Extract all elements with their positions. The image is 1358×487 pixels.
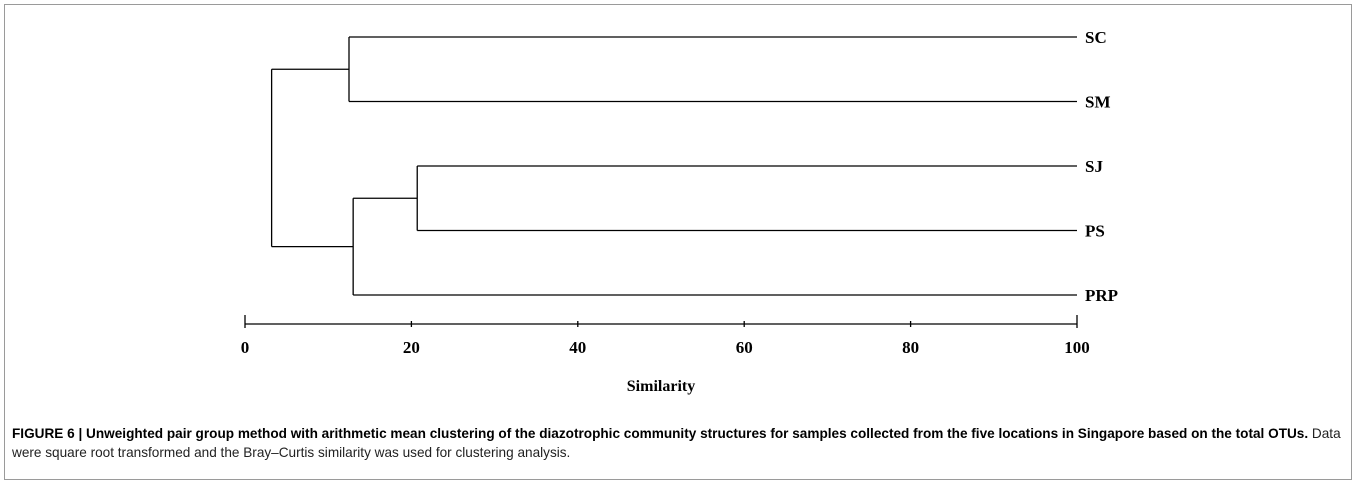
leaf-label-SM: SM <box>1085 93 1111 112</box>
similarity-axis: 0 20 40 60 80 100 <box>241 315 1090 357</box>
tick-label-60: 60 <box>736 338 753 357</box>
dendrogram: SC SM SJ PS PRP 0 20 40 60 80 100 Similarity <box>0 0 1358 420</box>
tick-label-0: 0 <box>241 338 250 357</box>
tick-label-20: 20 <box>403 338 420 357</box>
caption-bold: FIGURE 6 | Unweighted pair group method … <box>12 426 1308 441</box>
dendrogram-links <box>272 37 1077 295</box>
leaf-label-PRP: PRP <box>1085 286 1118 305</box>
tick-label-100: 100 <box>1064 338 1090 357</box>
figure-caption: FIGURE 6 | Unweighted pair group method … <box>12 424 1342 462</box>
leaf-label-SC: SC <box>1085 28 1107 47</box>
tick-label-80: 80 <box>902 338 919 357</box>
leaf-labels: SC SM SJ PS PRP <box>1085 28 1118 305</box>
tick-label-40: 40 <box>569 338 586 357</box>
leaf-label-PS: PS <box>1085 222 1105 241</box>
axis-title: Similarity <box>627 378 695 395</box>
leaf-label-SJ: SJ <box>1085 157 1103 176</box>
